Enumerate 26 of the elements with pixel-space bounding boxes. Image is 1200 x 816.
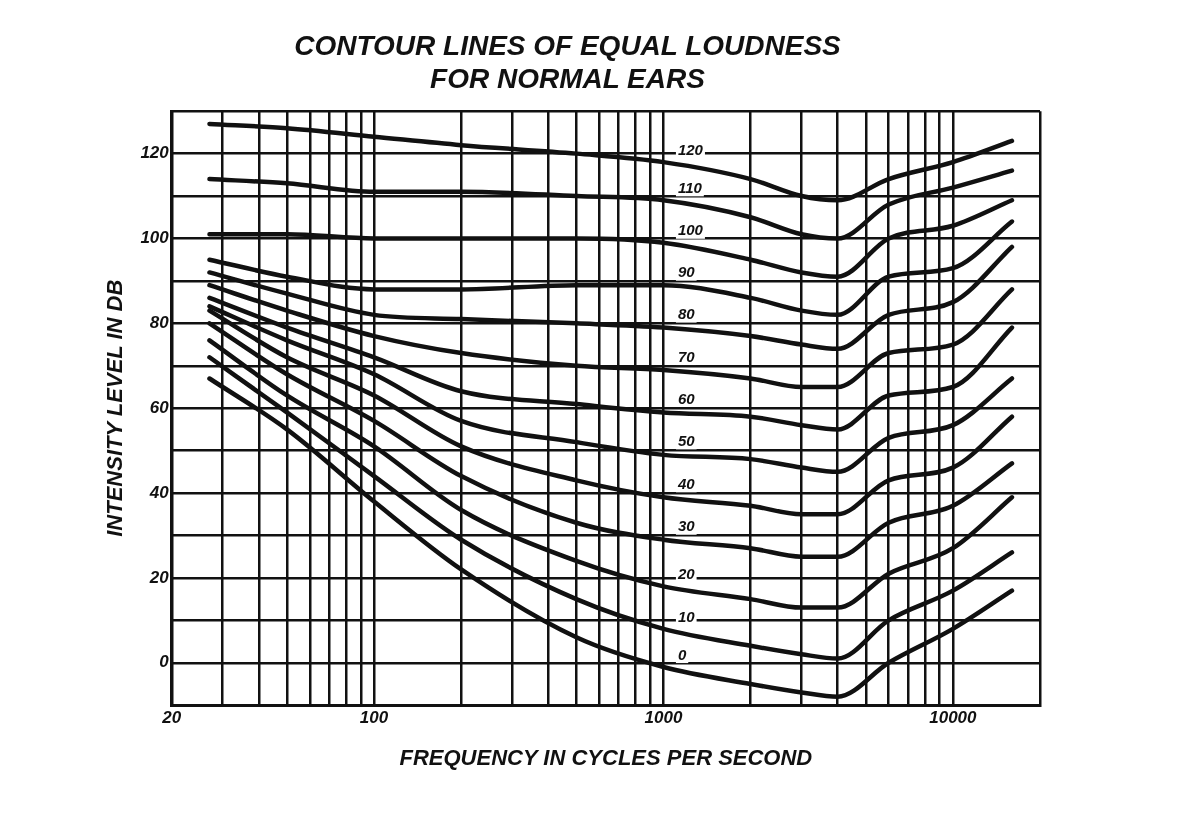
y-tick-label: 120	[140, 143, 170, 163]
series-label: 60	[677, 389, 696, 407]
y-tick-label: 0	[159, 652, 170, 672]
x-axis-title: FREQUENCY IN CYCLES PER SECOND	[399, 744, 813, 770]
series-label: 80	[677, 305, 696, 323]
chart-title: CONTOUR LINES OF EQUAL LOUDNESS FOR NORMAL EARS	[294, 29, 842, 95]
y-tick-label: 60	[149, 397, 170, 417]
y-tick-label: 40	[148, 482, 170, 502]
y-axis-title: INTENSITY LEVEL IN DB	[102, 279, 128, 537]
series-label: 40	[676, 474, 696, 492]
x-tick-label: 1000	[644, 708, 683, 728]
x-tick-label: 10000	[929, 708, 978, 728]
series-label: 110	[677, 178, 703, 196]
series-label: 50	[677, 432, 696, 450]
series-label: 100	[677, 221, 704, 239]
series-label: 20	[676, 564, 696, 582]
series-label: 120	[677, 140, 704, 158]
y-tick-label: 100	[140, 228, 170, 248]
y-tick-label: 80	[149, 313, 170, 333]
series-label: 90	[677, 263, 696, 281]
y-tick-label: 20	[148, 567, 170, 587]
x-tick-label: 100	[359, 708, 389, 728]
series-label: 10	[677, 607, 696, 625]
series-label: 30	[677, 517, 696, 535]
series-label: 70	[677, 347, 696, 365]
series-label: 0	[677, 645, 687, 663]
